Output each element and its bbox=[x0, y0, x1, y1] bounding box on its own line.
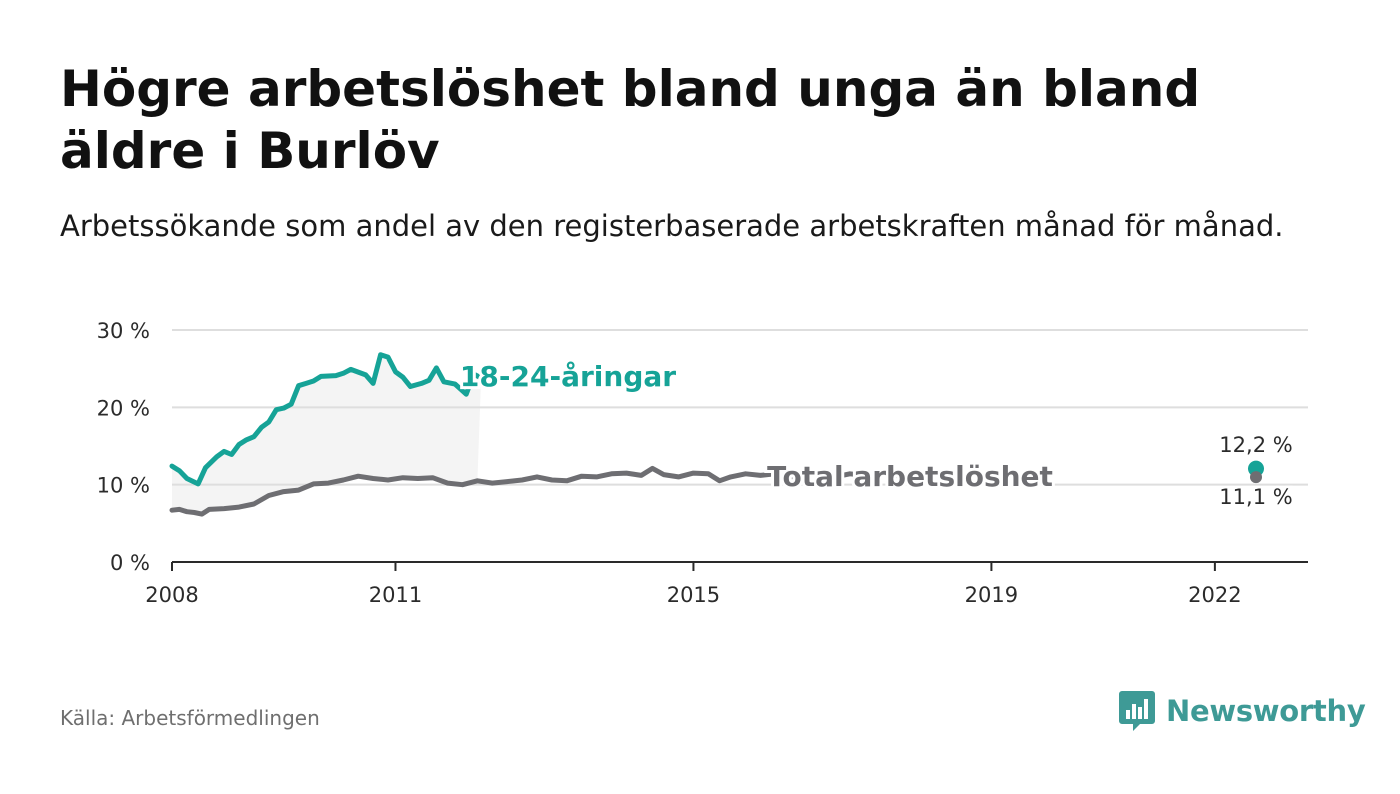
chart-subtitle: Arbetssökande som andel av den registerb… bbox=[60, 209, 1284, 243]
x-tick-label: 2022 bbox=[1188, 583, 1241, 607]
total-series-label: Total arbetslöshet bbox=[767, 460, 1053, 493]
y-tick-label: 0 % bbox=[110, 551, 150, 575]
y-tick-label: 30 % bbox=[97, 319, 150, 343]
x-tick-label: 2019 bbox=[965, 583, 1018, 607]
newsworthy-logo: Newsworthy bbox=[1118, 689, 1366, 733]
y-tick-label: 10 % bbox=[97, 474, 150, 498]
youth-end-value: 12,2 % bbox=[1219, 433, 1292, 457]
youth-series-label: 18-24-åringar bbox=[460, 360, 676, 393]
y-tick-label: 20 % bbox=[97, 396, 150, 420]
series-gap-band bbox=[172, 354, 482, 515]
x-tick-label: 2011 bbox=[369, 583, 422, 607]
total-end-marker bbox=[1250, 471, 1262, 484]
series-line-youth bbox=[169, 352, 484, 487]
x-tick-label: 2015 bbox=[667, 583, 720, 607]
brand-name: Newsworthy bbox=[1166, 694, 1366, 728]
line-chart: 0 % 10 % 20 % 30 % 2008 2011 2015 2019 2022 18-2… bbox=[97, 319, 1308, 607]
chart-title: Högre arbetslöshet bland unga än bland ä… bbox=[60, 60, 1201, 180]
youth-end-marker bbox=[1248, 460, 1264, 477]
bar-chart-speech-bubble-icon bbox=[1119, 691, 1155, 731]
x-tick-label: 2008 bbox=[145, 583, 198, 607]
total-end-value: 11,1 % bbox=[1219, 485, 1292, 509]
series-line-total bbox=[169, 465, 898, 517]
source-note: Källa: Arbetsförmedlingen bbox=[60, 706, 320, 730]
